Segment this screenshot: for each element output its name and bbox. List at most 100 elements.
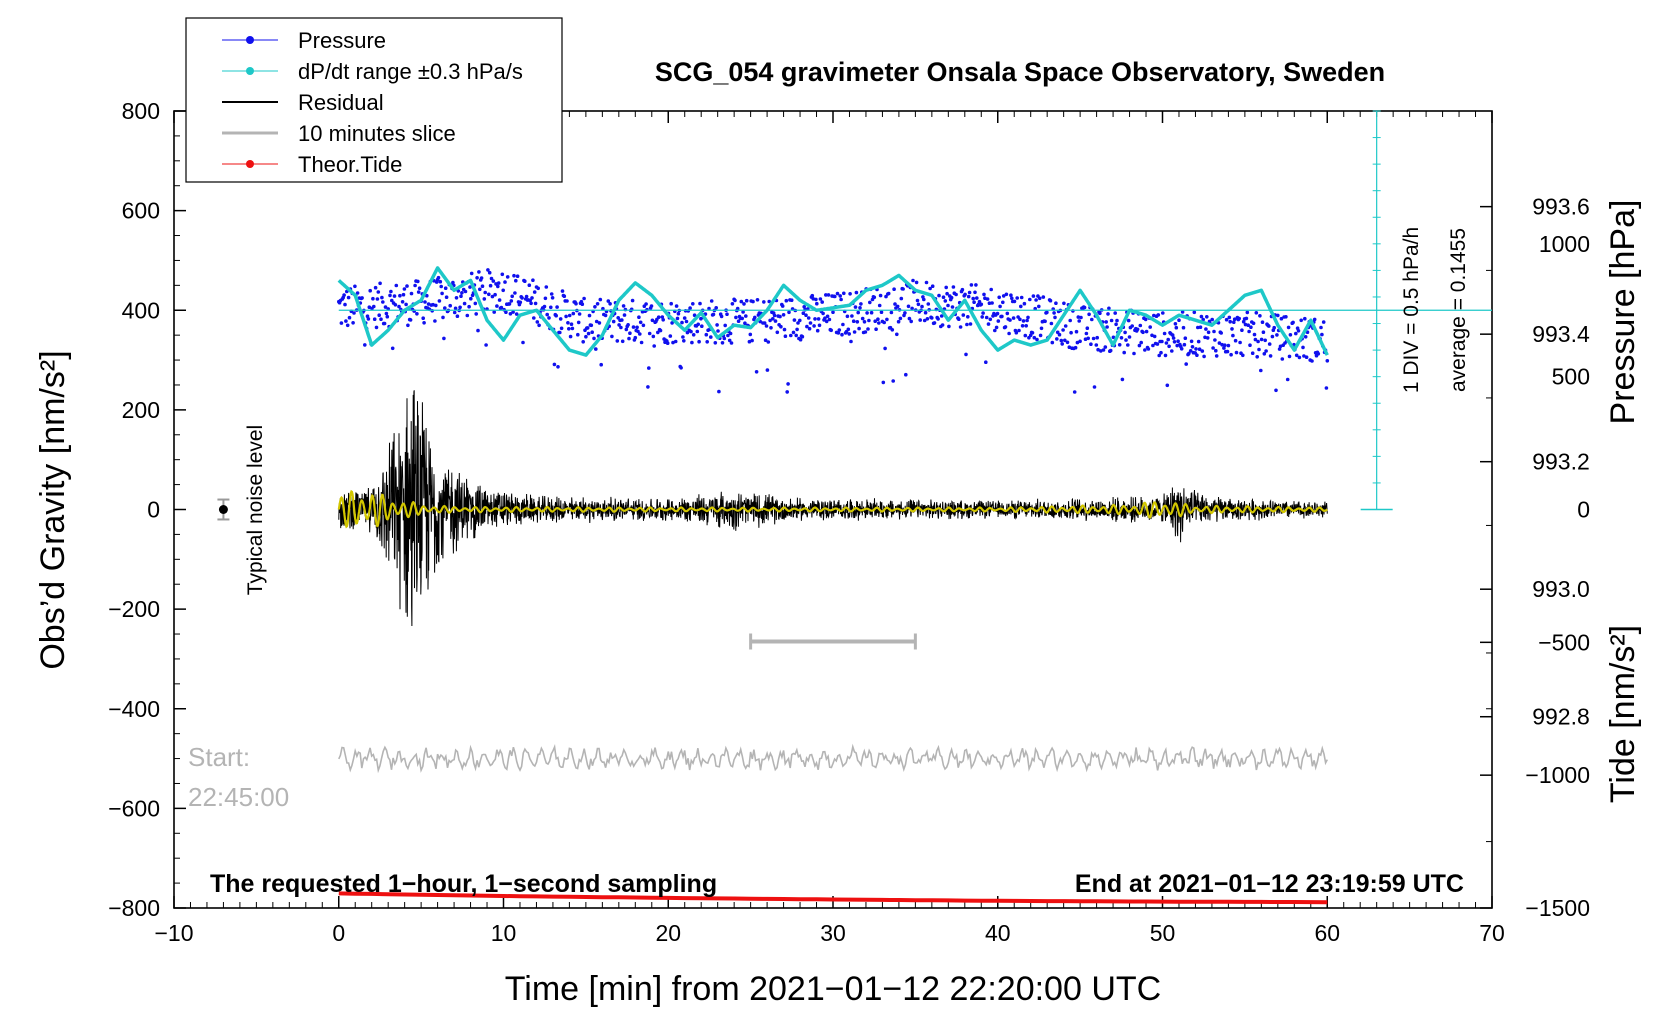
pressure-point [443, 306, 447, 310]
pressure-point [1170, 333, 1175, 337]
pressure-point [585, 326, 590, 330]
pressure-point [926, 302, 931, 306]
pressure-point [767, 299, 771, 304]
pressure-point [384, 311, 389, 316]
pressure-point [1103, 345, 1108, 349]
residual-line [338, 390, 1328, 627]
pressure-point [808, 321, 813, 325]
pressure-point [512, 273, 516, 278]
pressure-point [1003, 325, 1008, 329]
pressure-point [982, 292, 986, 297]
pressure-point [692, 313, 697, 318]
pressure-point [458, 305, 462, 310]
pressure-point [1005, 311, 1010, 316]
pressure-point [798, 318, 802, 323]
pressure-point [1214, 348, 1218, 353]
pressure-point [778, 314, 782, 319]
pressure-point [1152, 313, 1156, 318]
legend-label: Theor.Tide [298, 152, 402, 177]
pressure-point [1148, 325, 1152, 329]
pressure-point [898, 316, 903, 321]
pressure-point [1177, 318, 1181, 323]
pressure-point [1106, 312, 1110, 316]
pressure-point [1222, 346, 1226, 350]
pressure-point [899, 296, 904, 301]
pressure-point [597, 321, 602, 325]
pressure-point [891, 379, 895, 383]
pressure-point [813, 317, 817, 321]
pressure-point [689, 329, 693, 334]
pressure-point [892, 287, 896, 292]
x-tick-label: 0 [332, 920, 345, 946]
legend-entry-dpdt: dP/dt range ±0.3 hPa/s [222, 59, 523, 84]
pressure-point [1226, 343, 1231, 348]
pressure-point [582, 296, 586, 301]
pressure-point [1238, 340, 1242, 345]
pressure-point [1224, 317, 1229, 322]
pressure-point [1007, 331, 1011, 336]
pressure-point [1011, 316, 1016, 320]
pressure-point [1231, 333, 1235, 338]
y-tick-label: 400 [122, 297, 160, 323]
pressure-point [1160, 339, 1164, 344]
pressure-point [438, 279, 443, 284]
pressure-point [823, 316, 827, 321]
pressure-point [985, 297, 990, 301]
pressure-point [567, 327, 571, 331]
pressure-point [1251, 321, 1256, 326]
pressure-point [619, 325, 623, 330]
pressure-point [421, 316, 426, 321]
pressure-point [644, 302, 648, 306]
pressure-point [862, 320, 867, 324]
pressure-point [684, 319, 689, 324]
pressure-point [863, 330, 868, 334]
pressure-point [743, 321, 747, 326]
pressure-point [744, 314, 748, 318]
pressure-point [440, 291, 444, 296]
pressure-point [762, 300, 766, 304]
pressure-point [368, 288, 373, 293]
pressure-point [845, 314, 850, 319]
pressure-point [1117, 343, 1122, 347]
pressure-point [623, 307, 628, 312]
pressure-point [1079, 315, 1083, 320]
pressure-point [794, 333, 798, 338]
pressure-point [1203, 335, 1207, 340]
pressure-point [637, 315, 641, 320]
pressure-point [616, 316, 620, 320]
pressure-point [867, 318, 871, 323]
pressure-point [675, 316, 680, 321]
pressure-point [903, 311, 907, 315]
pressure-point [638, 320, 643, 325]
pressure-point [494, 282, 498, 286]
pressure-point [854, 290, 859, 295]
pressure-point [868, 300, 872, 305]
pressure-point [491, 279, 496, 283]
pressure-point [1263, 338, 1267, 343]
pressure-point [789, 333, 793, 338]
pressure-point [709, 299, 714, 303]
pressure-point [705, 340, 709, 344]
pressure-point [1303, 316, 1307, 321]
pressure-point [1187, 351, 1191, 356]
pressure-point [529, 301, 533, 306]
pressure-point [372, 317, 377, 322]
y-tick-label: −800 [108, 895, 160, 921]
pressure-point [1076, 315, 1081, 319]
pressure-point [1085, 326, 1090, 331]
pressure-point [1095, 335, 1099, 340]
y-tick-label: −600 [108, 795, 160, 821]
pressure-point [711, 312, 716, 317]
pressure-point [787, 310, 791, 315]
pressure-point [946, 303, 950, 308]
legend-label: Residual [298, 90, 384, 115]
pressure-point [1275, 333, 1279, 337]
pressure-point [973, 290, 977, 295]
pressure-point [570, 326, 575, 331]
pressure-point [859, 302, 863, 306]
pressure-point [1199, 314, 1204, 319]
pressure-point [388, 293, 392, 298]
pressure-point [1108, 348, 1113, 353]
pressure-point [848, 292, 852, 296]
pressure-point [1324, 386, 1329, 390]
